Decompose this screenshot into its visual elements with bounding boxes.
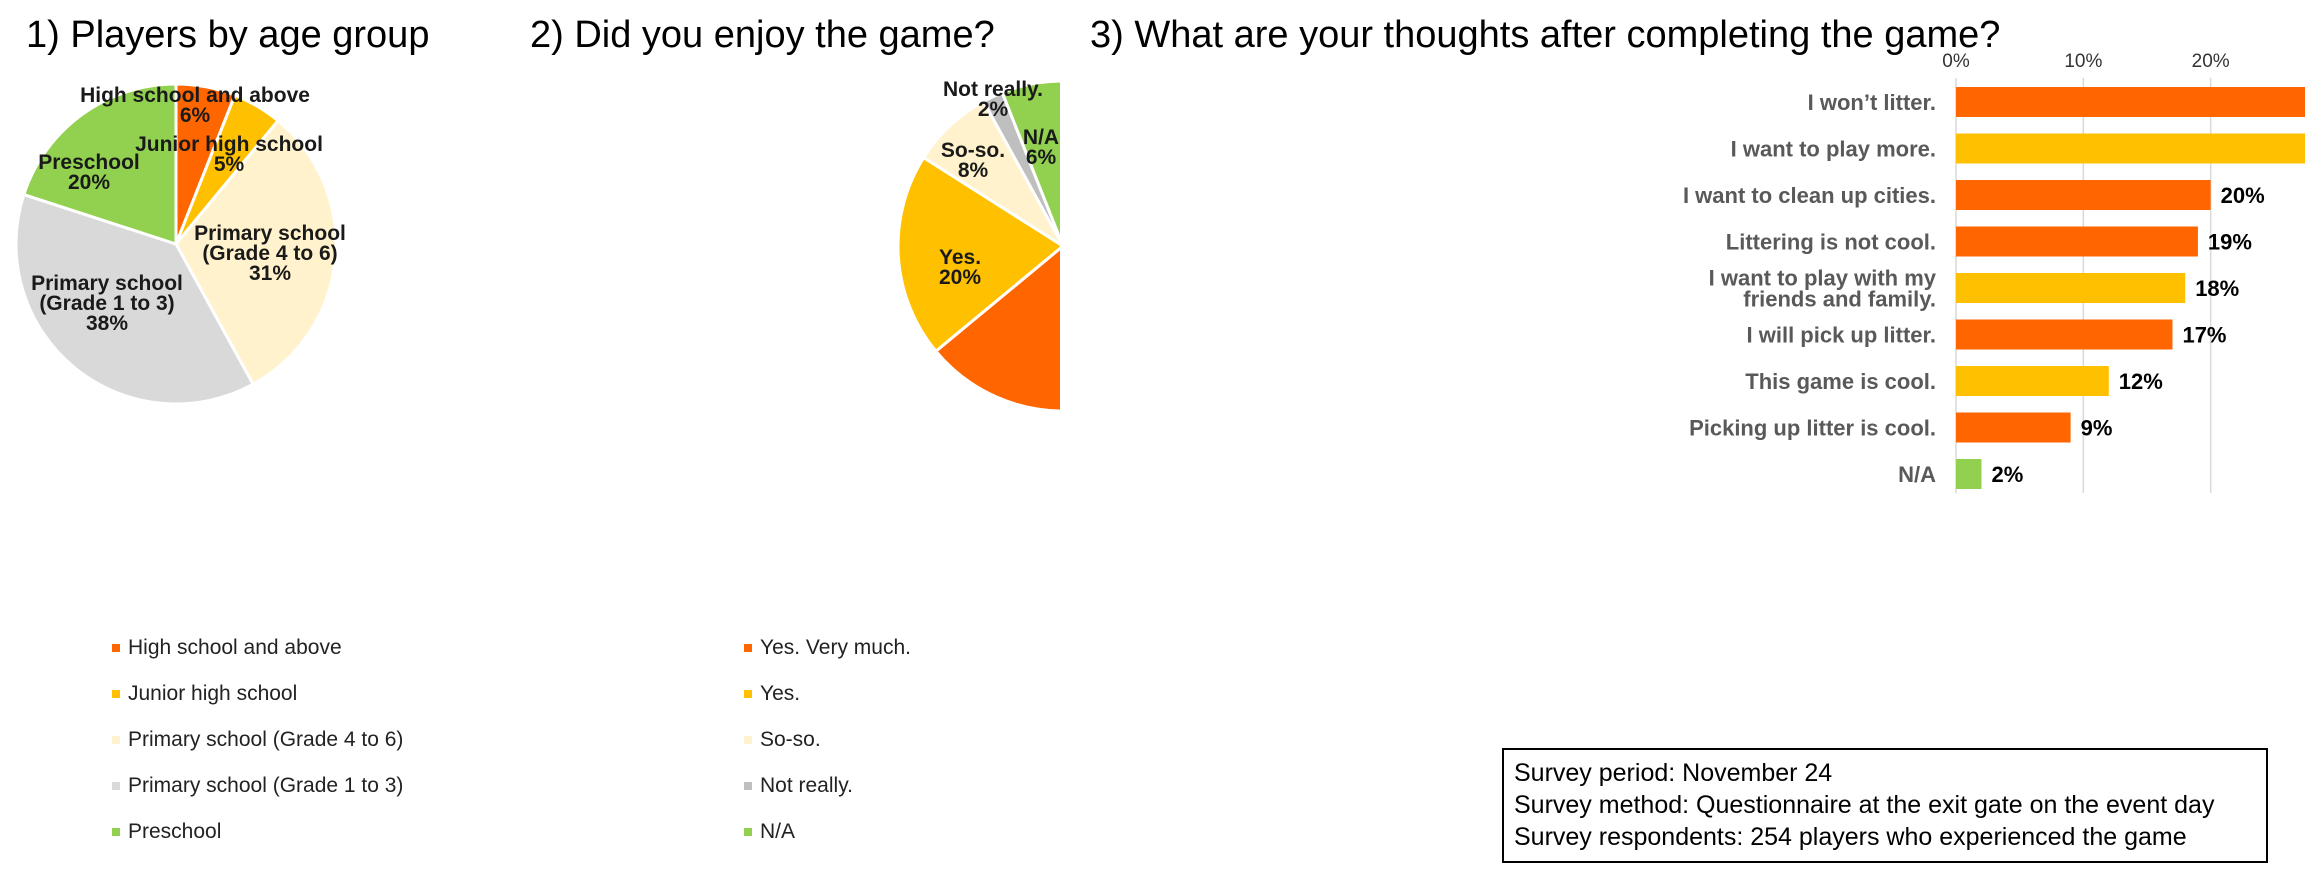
legend-swatch	[744, 736, 752, 744]
legend-swatch	[744, 782, 752, 790]
legend-label: N/A	[760, 820, 796, 843]
survey-respondents: Survey respondents: 254 players who expe…	[1514, 823, 2187, 851]
category-label: I want to play with my friends and family…	[1709, 266, 1937, 312]
bar-value-label: 18%	[2195, 276, 2239, 301]
legend-swatch	[112, 782, 120, 790]
slice-label: Preschool 20%	[38, 151, 140, 194]
thoughts-title: 3) What are your thoughts after completi…	[1090, 14, 2001, 56]
legend-swatch	[112, 690, 120, 698]
bar-value-label: 12%	[2119, 369, 2163, 394]
slice-label: Yes. 20%	[939, 246, 981, 289]
enjoyment-title: 2) Did you enjoy the game?	[530, 14, 995, 56]
thoughts-panel: 3) What are your thoughts after completi…	[1060, 0, 2305, 895]
bar-value-label: 17%	[2182, 323, 2226, 348]
slice-label: Primary school (Grade 1 to 3) 38%	[31, 272, 183, 335]
slice-label: High school and above 6%	[80, 84, 310, 127]
bar-value-label: 9%	[2081, 416, 2113, 441]
category-label: Littering is not cool.	[1726, 230, 1936, 255]
legend-label: Preschool	[128, 820, 222, 843]
category-label: Picking up litter is cool.	[1689, 416, 1936, 441]
legend-label: So-so.	[760, 728, 821, 751]
slice-label: Junior high school 5%	[135, 133, 323, 176]
slice-label: Not really. 2%	[943, 78, 1043, 121]
enjoyment-pie-chart: Yes. Very much.64%Yes.20%So-so.8%Not rea…	[896, 78, 1060, 413]
legend-label: Junior high school	[128, 682, 298, 705]
x-tick-label: 20%	[2192, 51, 2230, 72]
legend-swatch	[744, 690, 752, 698]
pie-slice	[896, 155, 1060, 354]
bar	[1956, 273, 2186, 303]
age-group-panel: 1) Players by age group High school and …	[0, 0, 520, 895]
pie-slice	[1000, 79, 1060, 243]
category-label: I won’t litter.	[1808, 90, 1936, 115]
slice-label: N/A 6%	[1023, 126, 1059, 169]
legend-label: Yes. Very much.	[760, 636, 911, 659]
survey-period: Survey period: November 24	[1514, 759, 1833, 787]
category-label: I want to clean up cities.	[1683, 183, 1936, 208]
pie-slice	[933, 246, 1060, 413]
category-label: N/A	[1898, 462, 1936, 487]
bar-value-label: 19%	[2208, 230, 2252, 255]
bar	[1956, 412, 2071, 443]
bar-value-label: 20%	[2221, 183, 2265, 208]
slice-label: So-so. 8%	[941, 139, 1005, 182]
bar	[1956, 459, 1982, 489]
legend-label: Yes.	[760, 682, 801, 705]
survey-method: Survey method: Questionnaire at the exit…	[1514, 791, 2215, 819]
bar	[1956, 366, 2109, 396]
bar	[1956, 133, 2305, 164]
thoughts-bar-chart: 0%10%20%30%40%43%I won’t litter.36%I wan…	[1683, 51, 2305, 493]
category-label: I want to play more.	[1731, 137, 1936, 162]
legend-swatch	[744, 828, 752, 836]
age-group-pie-chart: High school and above 6% Junior high schoo…	[14, 82, 346, 406]
enjoyment-panel: 2) Did you enjoy the game? Yes. Very muc…	[520, 0, 1060, 895]
pie-slice	[21, 82, 178, 247]
bar	[1956, 319, 2173, 350]
x-tick-label: 0%	[1942, 51, 1970, 72]
legend-label: Not really.	[760, 774, 853, 797]
legend-label: Primary school (Grade 1 to 3)	[128, 774, 404, 797]
bar	[1956, 180, 2211, 210]
x-tick-label: 10%	[2064, 51, 2102, 72]
legend-swatch	[112, 644, 120, 652]
pie-slice	[174, 118, 338, 387]
bar	[1956, 87, 2305, 117]
pie-slice	[14, 192, 256, 406]
age-group-title: 1) Players by age group	[26, 14, 430, 56]
category-label: I will pick up litter.	[1747, 323, 1936, 348]
slice-label: Primary school (Grade 4 to 6) 31%	[194, 222, 346, 285]
legend-swatch	[112, 736, 120, 744]
legend-label: Primary school (Grade 4 to 6)	[128, 728, 404, 751]
bar-value-label: 2%	[1991, 462, 2023, 487]
legend-swatch	[112, 828, 120, 836]
bar	[1956, 226, 2198, 257]
legend-label: High school and above	[128, 636, 342, 659]
legend-swatch	[744, 644, 752, 652]
survey-info-box: Survey period: November 24 Survey method…	[1502, 748, 2268, 863]
category-label: This game is cool.	[1745, 369, 1936, 394]
